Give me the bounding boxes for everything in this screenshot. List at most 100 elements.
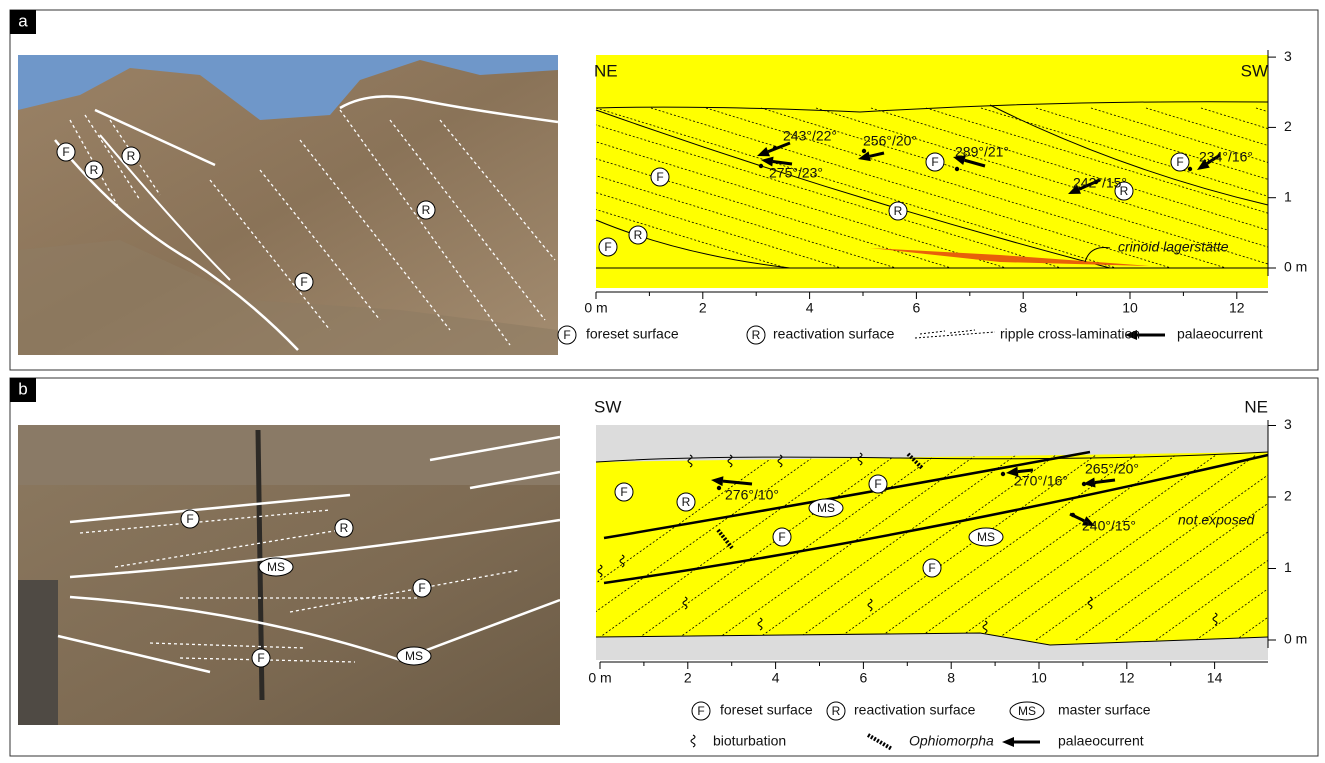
sketch <box>516 425 1325 660</box>
annotation: not exposed <box>1178 512 1255 528</box>
marker-label: F <box>1176 155 1183 169</box>
photo <box>18 425 560 725</box>
legend-text: palaeocurrent <box>1058 733 1144 749</box>
direction-label: NE <box>594 61 618 80</box>
x-tick-label: 6 <box>860 670 868 686</box>
marker-label: F <box>656 170 663 184</box>
dip-point <box>955 167 959 171</box>
marker-label: R <box>90 163 99 177</box>
direction-label: SW <box>1241 61 1268 80</box>
marker-label: F <box>928 561 935 575</box>
x-tick-label: 14 <box>1207 670 1223 686</box>
legend-text: palaeocurrent <box>1177 326 1263 342</box>
legend-text: bioturbation <box>713 733 786 749</box>
marker-label: R <box>752 328 761 342</box>
marker-label: R <box>832 704 841 718</box>
legend-bioturbation <box>691 735 695 747</box>
photo-overhang <box>18 425 560 485</box>
annotation: crinoid lagerstätte <box>1118 239 1229 255</box>
direction-label: NE <box>1244 397 1268 416</box>
legend-ripple <box>915 330 995 338</box>
annotation: 243°/22° <box>783 128 837 144</box>
dip-point <box>773 146 777 150</box>
annotation: 242°/15° <box>1073 175 1127 191</box>
photo-shadow <box>18 580 58 725</box>
x-tick-label: 10 <box>1031 670 1047 686</box>
legend-text: foreset surface <box>586 326 679 342</box>
x-tick-label: 0 m <box>588 670 611 686</box>
marker-label: F <box>931 155 938 169</box>
legend-text: reactivation surface <box>773 326 895 342</box>
marker-label: R <box>340 521 349 535</box>
y-tick-label: 3 <box>1284 48 1292 64</box>
x-tick-label: 4 <box>806 300 814 316</box>
y-tick-label: 3 <box>1284 416 1292 432</box>
annotation: 270°/16° <box>1014 473 1068 489</box>
marker-label: F <box>620 485 627 499</box>
x-tick-label: 6 <box>913 300 921 316</box>
legend-text: master surface <box>1058 702 1151 718</box>
marker-label: MS <box>977 530 995 544</box>
y-tick-label: 0 m <box>1284 259 1307 275</box>
marker-label: F <box>186 512 193 526</box>
annotation: 256°/20° <box>863 133 917 149</box>
annotation: 275°/23° <box>769 165 823 181</box>
foreset <box>1316 455 1325 640</box>
y-tick-label: 1 <box>1284 188 1292 204</box>
legend-text: ripple cross-lamination <box>1000 326 1140 342</box>
marker-label: MS <box>405 649 423 663</box>
panel-label: a <box>18 11 28 30</box>
panel-label: b <box>18 379 27 398</box>
annotation: 234°/16° <box>1199 149 1253 165</box>
marker-label: F <box>778 530 785 544</box>
y-tick-label: 1 <box>1284 559 1292 575</box>
x-tick-label: 10 <box>1122 300 1138 316</box>
dip-point <box>1071 513 1075 517</box>
annotation: 276°/10° <box>725 487 779 503</box>
palaeocurrent-head <box>1002 737 1014 747</box>
marker-label: MS <box>1018 704 1036 718</box>
annotation: 265°/20° <box>1085 461 1139 477</box>
x-tick-label: 8 <box>1019 300 1027 316</box>
marker-label: F <box>418 581 425 595</box>
x-tick-label: 2 <box>684 670 692 686</box>
marker-label: MS <box>817 501 835 515</box>
dip-point <box>759 164 763 168</box>
x-tick-label: 2 <box>699 300 707 316</box>
marker-label: F <box>300 275 307 289</box>
legend-text: Ophiomorpha <box>909 733 994 749</box>
y-tick-label: 2 <box>1284 488 1292 504</box>
annotation: 240°/15° <box>1082 518 1136 534</box>
x-tick-label: 8 <box>947 670 955 686</box>
legend-ophiomorpha <box>868 735 892 749</box>
marker-label: F <box>697 704 704 718</box>
marker-label: F <box>563 328 570 342</box>
legend-text: reactivation surface <box>854 702 976 718</box>
annotation: 289°/21° <box>955 144 1009 160</box>
marker-label: R <box>422 203 431 217</box>
dip-point <box>1188 167 1192 171</box>
dip-point <box>717 486 721 490</box>
marker-label: R <box>894 204 903 218</box>
marker-label: R <box>682 495 691 509</box>
x-tick-label: 12 <box>1229 300 1245 316</box>
marker-label: F <box>874 477 881 491</box>
photo <box>18 55 558 355</box>
figure: a b <box>0 0 1325 758</box>
marker-label: F <box>62 145 69 159</box>
dip-point <box>862 149 866 153</box>
x-tick-label: 12 <box>1119 670 1135 686</box>
legend-text: foreset surface <box>720 702 813 718</box>
marker-label: R <box>127 149 136 163</box>
direction-label: SW <box>594 397 621 416</box>
marker-label: F <box>604 240 611 254</box>
palaeocurrent-shaft <box>1018 470 1033 472</box>
x-tick-label: 4 <box>772 670 780 686</box>
marker-label: F <box>257 651 264 665</box>
x-tick-label: 0 m <box>584 300 607 316</box>
dip-point <box>1001 472 1005 476</box>
dip-point <box>1082 482 1086 486</box>
y-tick-label: 0 m <box>1284 631 1307 647</box>
marker-label: MS <box>267 560 285 574</box>
y-tick-label: 2 <box>1284 118 1292 134</box>
